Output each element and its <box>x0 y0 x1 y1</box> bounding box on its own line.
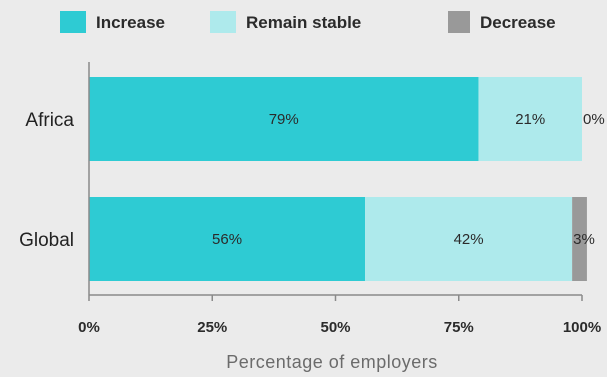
category-label-africa: Africa <box>25 110 74 131</box>
bars <box>89 77 587 281</box>
x-tick-label: 0% <box>78 319 100 336</box>
bar-global-decrease <box>572 197 587 281</box>
x-axis: 0% 25% 50% 75% 100% <box>78 62 601 336</box>
data-label-global-remain-stable: 42% <box>454 231 484 248</box>
bar-africa-remain-stable <box>478 77 582 161</box>
legend-label-remain-stable: Remain stable <box>246 13 361 32</box>
bar-global-remain-stable <box>365 197 573 281</box>
legend-swatch-remain-stable <box>210 11 236 33</box>
data-label-global-increase: 56% <box>212 231 242 248</box>
category-label-global: Global <box>19 230 74 251</box>
data-labels: 79% 21% 0% 56% 42% 3% <box>212 111 605 248</box>
data-label-africa-decrease: 0% <box>583 111 605 128</box>
x-tick-label: 75% <box>444 319 474 336</box>
data-label-africa-remain-stable: 21% <box>515 111 545 128</box>
legend-label-increase: Increase <box>96 13 165 32</box>
bar-africa-increase <box>89 77 479 161</box>
legend: Increase Remain stable Decrease <box>60 11 556 33</box>
x-tick-label: 100% <box>563 319 601 336</box>
x-tick-label: 50% <box>320 319 350 336</box>
bar-global-increase <box>89 197 366 281</box>
data-label-africa-increase: 79% <box>269 111 299 128</box>
legend-swatch-increase <box>60 11 86 33</box>
legend-swatch-decrease <box>448 11 470 33</box>
legend-label-decrease: Decrease <box>480 13 556 32</box>
x-axis-title: Percentage of employers <box>226 352 438 372</box>
category-labels: Africa Global <box>19 110 74 251</box>
data-label-global-decrease: 3% <box>573 231 595 248</box>
x-tick-label: 25% <box>197 319 227 336</box>
